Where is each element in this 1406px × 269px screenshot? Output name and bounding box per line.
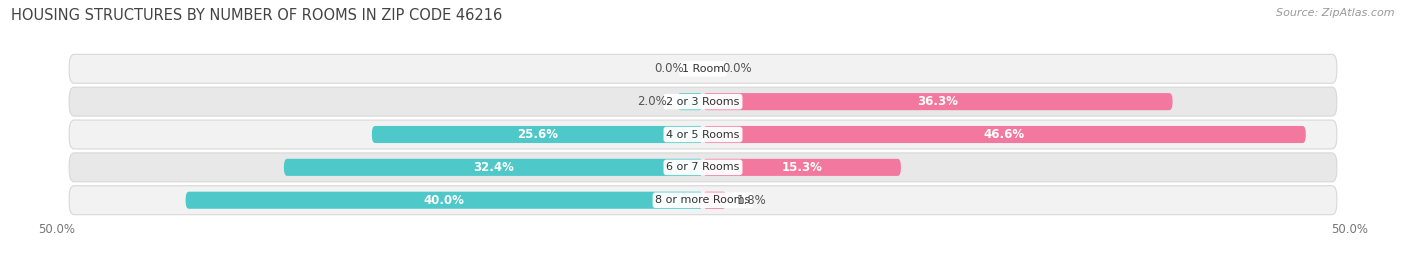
FancyBboxPatch shape (186, 192, 703, 209)
Text: 4 or 5 Rooms: 4 or 5 Rooms (666, 129, 740, 140)
FancyBboxPatch shape (69, 186, 1337, 215)
FancyBboxPatch shape (703, 159, 901, 176)
FancyBboxPatch shape (69, 54, 1337, 83)
Text: 6 or 7 Rooms: 6 or 7 Rooms (666, 162, 740, 172)
FancyBboxPatch shape (703, 93, 1173, 110)
Text: 46.6%: 46.6% (984, 128, 1025, 141)
FancyBboxPatch shape (69, 120, 1337, 149)
FancyBboxPatch shape (284, 159, 703, 176)
Text: HOUSING STRUCTURES BY NUMBER OF ROOMS IN ZIP CODE 46216: HOUSING STRUCTURES BY NUMBER OF ROOMS IN… (11, 8, 502, 23)
FancyBboxPatch shape (678, 93, 703, 110)
Text: 15.3%: 15.3% (782, 161, 823, 174)
FancyBboxPatch shape (69, 153, 1337, 182)
FancyBboxPatch shape (69, 87, 1337, 116)
Text: 1 Room: 1 Room (682, 64, 724, 74)
Text: Source: ZipAtlas.com: Source: ZipAtlas.com (1277, 8, 1395, 18)
Text: 40.0%: 40.0% (423, 194, 465, 207)
Text: 0.0%: 0.0% (723, 62, 752, 75)
Text: 36.3%: 36.3% (917, 95, 959, 108)
Text: 32.4%: 32.4% (472, 161, 513, 174)
Text: 8 or more Rooms: 8 or more Rooms (655, 195, 751, 205)
Text: 1.8%: 1.8% (737, 194, 766, 207)
FancyBboxPatch shape (371, 126, 703, 143)
FancyBboxPatch shape (703, 192, 727, 209)
Text: 0.0%: 0.0% (654, 62, 683, 75)
Text: 25.6%: 25.6% (517, 128, 558, 141)
Text: 2 or 3 Rooms: 2 or 3 Rooms (666, 97, 740, 107)
FancyBboxPatch shape (703, 126, 1306, 143)
Text: 2.0%: 2.0% (637, 95, 666, 108)
